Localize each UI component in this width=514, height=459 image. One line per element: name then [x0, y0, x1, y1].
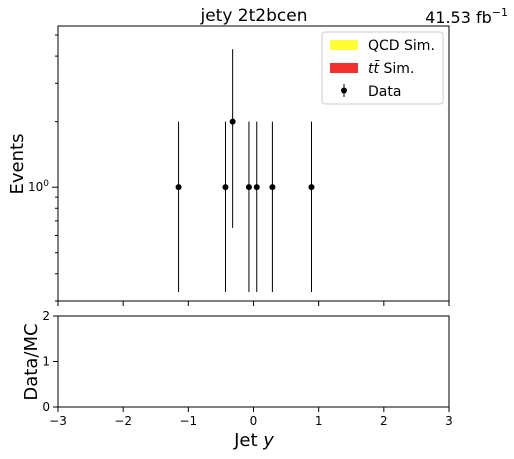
- x-tick-label: 3: [445, 414, 453, 428]
- ratio-plot-frame: [57, 315, 450, 408]
- ratio-x-ticks: −3 −2 −1 0 1 2 3: [49, 407, 453, 428]
- data-marker: [222, 184, 229, 191]
- legend-ttbar-label: tt̄ Sim.: [368, 59, 414, 77]
- legend: QCD Sim. tt̄ Sim. Data: [321, 31, 444, 105]
- x-tick-label: −3: [49, 414, 67, 428]
- ratio-y-tick-label: 1: [42, 355, 50, 369]
- x-tick-label: 2: [380, 414, 388, 428]
- data-marker: [175, 184, 182, 191]
- data-point: [222, 121, 229, 292]
- data-marker: [308, 184, 315, 191]
- ratio-y-tick-label: 2: [42, 309, 50, 323]
- main-panel: 100 Events: [7, 25, 450, 306]
- ratio-y-tick-label: 0: [42, 400, 50, 414]
- x-tick-label: −1: [179, 414, 197, 428]
- data-points: [175, 49, 315, 292]
- data-point: [269, 121, 276, 292]
- x-tick-label: −2: [114, 414, 132, 428]
- y-tick-label: 100: [28, 179, 49, 194]
- data-marker: [269, 184, 276, 191]
- data-point: [308, 121, 315, 292]
- legend-qcd-swatch: [330, 40, 358, 50]
- data-marker: [253, 184, 260, 191]
- data-point: [245, 121, 252, 292]
- data-marker: [229, 118, 236, 125]
- ratio-y-ticks: 0 1 2: [42, 309, 58, 414]
- plot-title: jety 2t2bcen: [200, 6, 308, 26]
- legend-data-label: Data: [368, 84, 401, 100]
- legend-qcd-label: QCD Sim.: [368, 38, 435, 54]
- legend-data-marker: [341, 84, 347, 97]
- data-point: [229, 49, 236, 228]
- data-point: [175, 121, 182, 292]
- x-tick-label: 0: [250, 414, 258, 428]
- main-x-ticks: [57, 301, 450, 306]
- ratio-panel: 0 1 2 −3 −2 −1 0 1 2 3 Data/MC Jet y: [21, 309, 453, 451]
- main-y-ticks: 100: [28, 34, 58, 302]
- main-y-axis-label: Events: [7, 134, 28, 195]
- luminosity-label: 41.53 fb−1: [425, 6, 508, 27]
- x-axis-label: Jet y: [233, 430, 274, 451]
- data-marker: [245, 184, 252, 191]
- x-tick-label: 1: [315, 414, 323, 428]
- data-point: [253, 121, 260, 292]
- ratio-y-axis-label: Data/MC: [21, 323, 42, 400]
- legend-ttbar-swatch: [330, 63, 358, 73]
- luminosity-exponent: −1: [492, 6, 508, 19]
